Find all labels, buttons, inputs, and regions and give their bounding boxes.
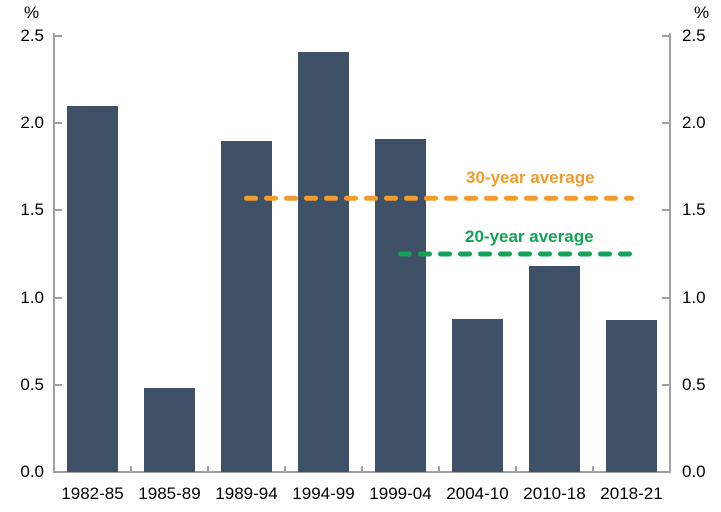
x-boundary-tick	[438, 466, 440, 471]
bar-2010-18	[529, 266, 580, 472]
y-tick-right	[662, 209, 669, 211]
x-label-2018-21: 2018-21	[600, 484, 663, 503]
y-tick-right	[662, 384, 669, 386]
y-tick-label-right: 0.5	[682, 375, 706, 394]
twenty-year-average-label: 20-year average	[465, 227, 594, 246]
bar-2018-21	[606, 320, 657, 472]
y-tick-right	[662, 35, 669, 37]
y-tick-right	[662, 122, 669, 124]
y-tick-label-left: 2.0	[20, 113, 44, 132]
bar-1982-85	[67, 106, 118, 472]
x-boundary-tick	[592, 466, 594, 471]
y-tick-left	[55, 209, 62, 211]
y-axis-left	[53, 33, 55, 473]
x-label-1999-04: 1999-04	[369, 484, 432, 503]
x-boundary-tick	[361, 466, 363, 471]
x-boundary-tick	[515, 466, 517, 471]
x-label-1985-89: 1985-89	[138, 484, 201, 503]
y-tick-label-left: 1.0	[20, 288, 44, 307]
plot-area	[54, 36, 670, 472]
y-tick-label-left: 0.5	[20, 375, 44, 394]
bar-2004-10	[452, 319, 503, 472]
y-axis-right	[669, 33, 671, 473]
x-label-1989-94: 1989-94	[215, 484, 278, 503]
y-tick-left	[55, 122, 62, 124]
y-tick-right	[662, 297, 669, 299]
bar-1999-04	[375, 139, 426, 472]
y-tick-label-left: 1.5	[20, 200, 44, 219]
y-axis-unit-right: %	[694, 3, 710, 22]
x-boundary-tick	[130, 466, 132, 471]
bar-1989-94	[221, 141, 272, 472]
bar-1985-89	[144, 388, 195, 472]
y-tick-label-left: 2.5	[20, 26, 44, 45]
y-tick-left	[55, 384, 62, 386]
y-axis-unit-left: %	[24, 3, 40, 22]
y-tick-label-right: 2.5	[682, 26, 706, 45]
x-label-2010-18: 2010-18	[523, 484, 586, 503]
bar-1994-99	[298, 52, 349, 472]
x-label-1982-85: 1982-85	[61, 484, 124, 503]
x-boundary-tick	[284, 466, 286, 471]
y-tick-label-right: 0.0	[682, 462, 706, 481]
x-label-1994-99: 1994-99	[292, 484, 355, 503]
y-tick-label-right: 1.0	[682, 288, 706, 307]
x-label-2004-10: 2004-10	[446, 484, 509, 503]
y-tick-left	[55, 35, 62, 37]
thirty-year-average-label: 30-year average	[466, 168, 595, 187]
y-tick-label-right: 1.5	[682, 200, 706, 219]
x-axis-baseline	[53, 471, 671, 473]
y-tick-label-right: 2.0	[682, 113, 706, 132]
x-boundary-tick	[207, 466, 209, 471]
y-tick-label-left: 0.0	[20, 462, 44, 481]
y-tick-left	[55, 297, 62, 299]
